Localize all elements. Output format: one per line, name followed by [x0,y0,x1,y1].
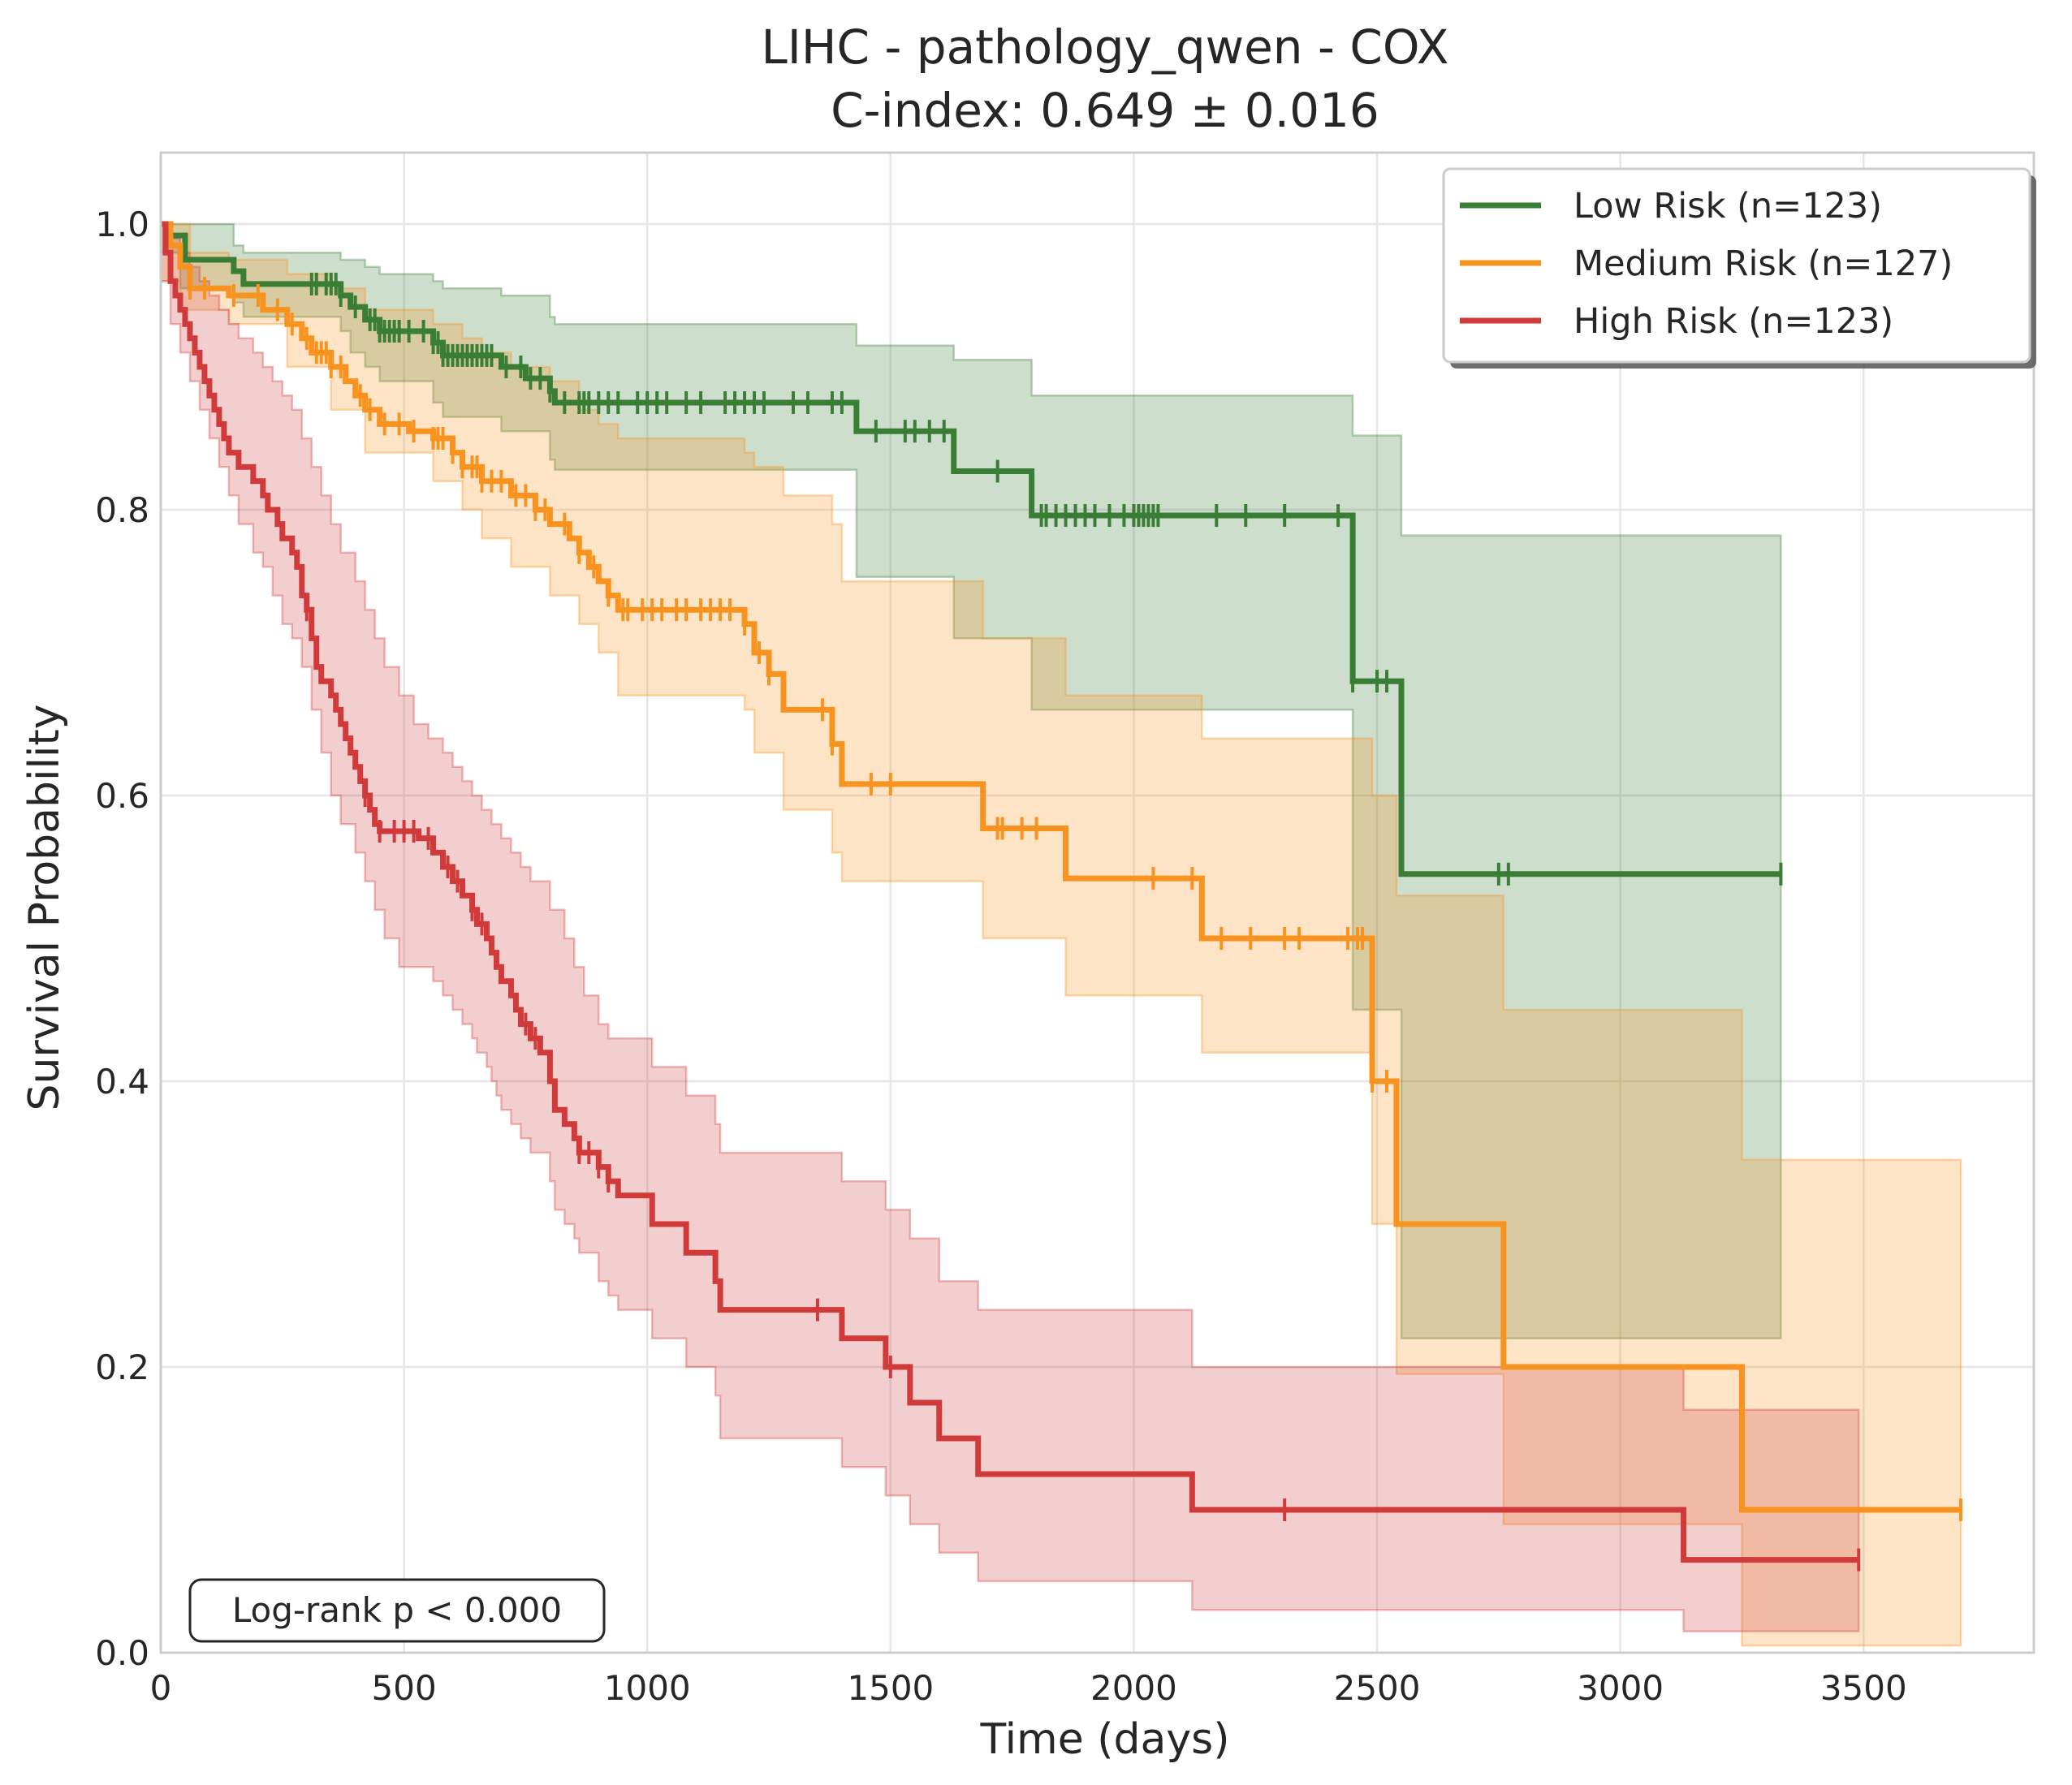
plot-frame [159,151,2035,1654]
chart-title-line1: LIHC - pathology_qwen - COX [761,19,1448,75]
legend-label: Low Risk (n=123) [1573,186,1882,226]
survival-curve [161,221,1962,1513]
confidence-band [159,222,1782,1340]
y-tick-label: 0.4 [95,1062,149,1102]
legend-label: Medium Risk (n=127) [1573,244,1953,284]
x-tick-label: 2500 [1334,1668,1421,1708]
y-tick-label: 0.8 [95,490,149,530]
x-tick-label: 1500 [847,1668,934,1708]
legend-items: Low Risk (n=123) Medium Risk (n=127) High … [1460,186,1953,342]
y-tick-label: 1.0 [95,205,149,244]
y-tick-label: 0.0 [95,1633,149,1673]
confidence-band [159,222,1860,1632]
logrank-annotation: Log-rank p < 0.000 [188,1578,606,1643]
x-tick-label: 2000 [1090,1668,1177,1708]
y-axis-ticks: 0.0 0.2 0.4 0.6 0.8 1.0 [95,205,149,1673]
logrank-box [188,1578,606,1643]
legend-label: High Risk (n=123) [1573,301,1893,342]
legend-box [1442,167,2031,364]
legend: Low Risk (n=123) Medium Risk (n=127) High … [1442,167,2036,369]
censor-marks [188,272,1963,1572]
logrank-text: Log-rank p < 0.000 [232,1590,562,1630]
x-tick-label: 1000 [604,1668,691,1708]
survival-curve [161,221,1859,1563]
y-axis-label: Survival Probability [20,704,69,1110]
y-tick-label: 0.6 [95,776,149,816]
x-tick-label: 500 [372,1668,437,1708]
x-tick-label: 3500 [1820,1668,1907,1708]
x-axis-label: Time (days) [979,1715,1229,1764]
x-tick-label: 0 [150,1668,172,1708]
y-tick-label: 0.2 [95,1347,149,1387]
x-axis-ticks: 0 500 1000 1500 2000 2500 3000 3500 [150,1668,1907,1708]
x-tick-label: 3000 [1577,1668,1664,1708]
chart-title-line2: C-index: 0.649 ± 0.016 [831,83,1379,138]
